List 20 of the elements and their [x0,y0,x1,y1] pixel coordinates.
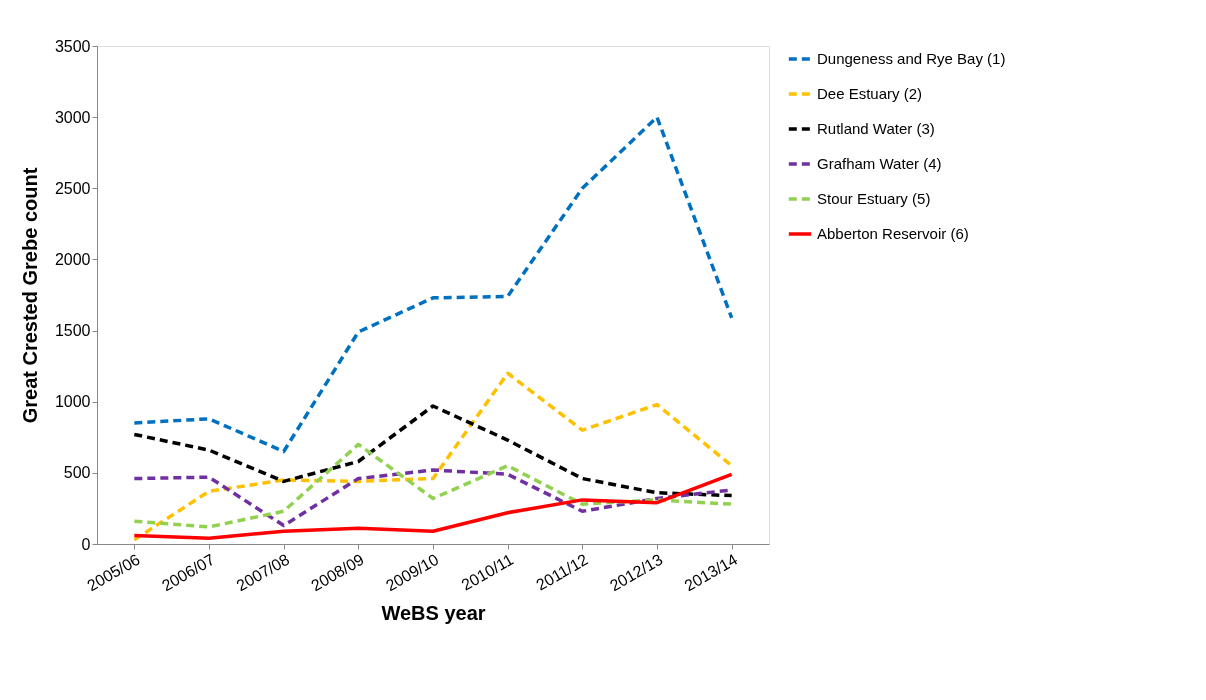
line-series [132,442,734,529]
legend-label: Abberton Reservoir (6) [817,225,969,242]
y-tick-label: 500 [63,464,91,482]
y-axis-title: Great Crested Grebe count [18,167,41,424]
legend-label: Dee Estuary (2) [817,85,923,102]
y-tick-label: 2000 [54,250,91,268]
legend-label: Rutland Water (3) [817,120,935,137]
legend-label: Grafham Water (4) [817,155,942,172]
line-series [132,404,734,498]
y-tick-label: 1500 [54,322,91,340]
y-tick-label: 1000 [54,393,91,411]
legend-label: Stour Estuary (5) [817,190,931,207]
line-series [132,472,734,541]
line-series [132,115,734,454]
legend-label: Dungeness and Rye Bay (1) [817,50,1006,67]
y-tick-label: 3000 [54,108,91,126]
y-tick-label: 3500 [54,37,91,55]
y-tick-label: 2500 [54,179,91,197]
x-axis-title: WeBS year [381,602,486,625]
y-tick-label: 0 [81,535,91,553]
